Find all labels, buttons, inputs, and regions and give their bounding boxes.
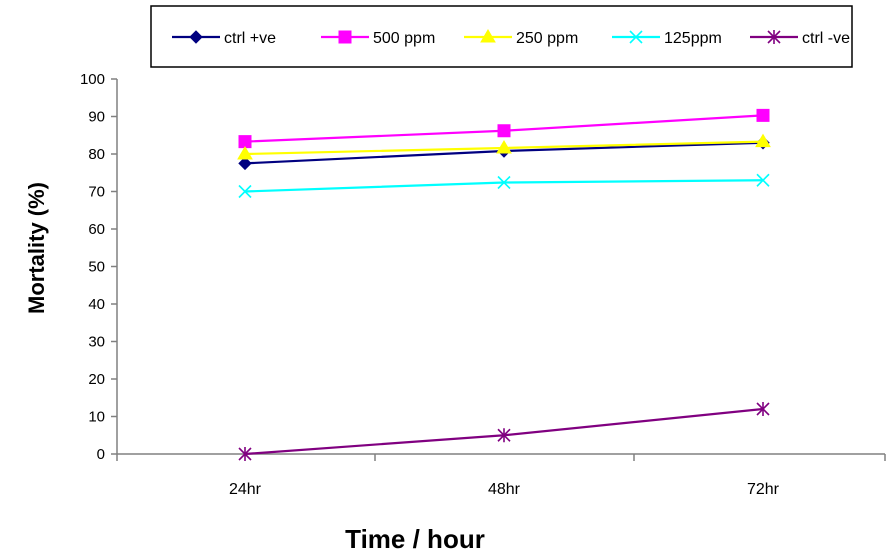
y-tick-label: 10 <box>88 409 105 426</box>
legend-marker <box>480 29 496 43</box>
data-point <box>238 135 252 149</box>
legend-label: ctrl +ve <box>224 30 276 47</box>
legend-marker <box>767 30 781 44</box>
legend-marker <box>189 30 203 44</box>
y-tick-label: 80 <box>88 146 105 163</box>
plot-area: 0 10 20 30 40 50 60 70 80 90 100 24hr 48hr 72hr <box>80 71 886 498</box>
data-point <box>497 175 511 190</box>
data-point <box>238 447 252 461</box>
data-point <box>237 146 253 160</box>
legend-marker <box>629 30 643 44</box>
legend: ctrl +ve 500 ppm 250 ppm 125ppm ctrl -ve <box>172 29 850 47</box>
y-tick-label: 90 <box>88 109 105 126</box>
y-tick-label: 60 <box>88 221 105 238</box>
x-axis-label: Time / hour <box>345 524 485 554</box>
y-tick-label: 30 <box>88 334 105 351</box>
data-point <box>238 184 252 199</box>
y-tick-label: 70 <box>88 184 105 201</box>
data-point <box>496 140 512 154</box>
x-tick-label: 72hr <box>747 481 780 498</box>
data-point <box>755 133 771 148</box>
legend-label: ctrl -ve <box>802 30 850 47</box>
y-tick-label: 100 <box>80 71 105 88</box>
x-tick-label: 24hr <box>229 481 262 498</box>
y-tick-label: 50 <box>88 259 105 276</box>
y-axis-label: Mortality (%) <box>24 182 49 314</box>
data-point <box>497 428 511 443</box>
y-tick-label: 40 <box>88 296 105 313</box>
data-point <box>756 402 770 416</box>
data-point <box>756 108 770 122</box>
legend-label: 125ppm <box>664 30 722 47</box>
y-tick-label: 0 <box>97 446 105 463</box>
x-tick-label: 48hr <box>488 481 521 498</box>
y-tick-label: 20 <box>88 371 105 388</box>
data-point <box>756 173 770 187</box>
legend-label: 250 ppm <box>516 30 578 47</box>
data-point <box>497 124 511 138</box>
legend-label: 500 ppm <box>373 30 435 47</box>
data-point <box>238 156 252 171</box>
legend-marker <box>338 30 352 44</box>
